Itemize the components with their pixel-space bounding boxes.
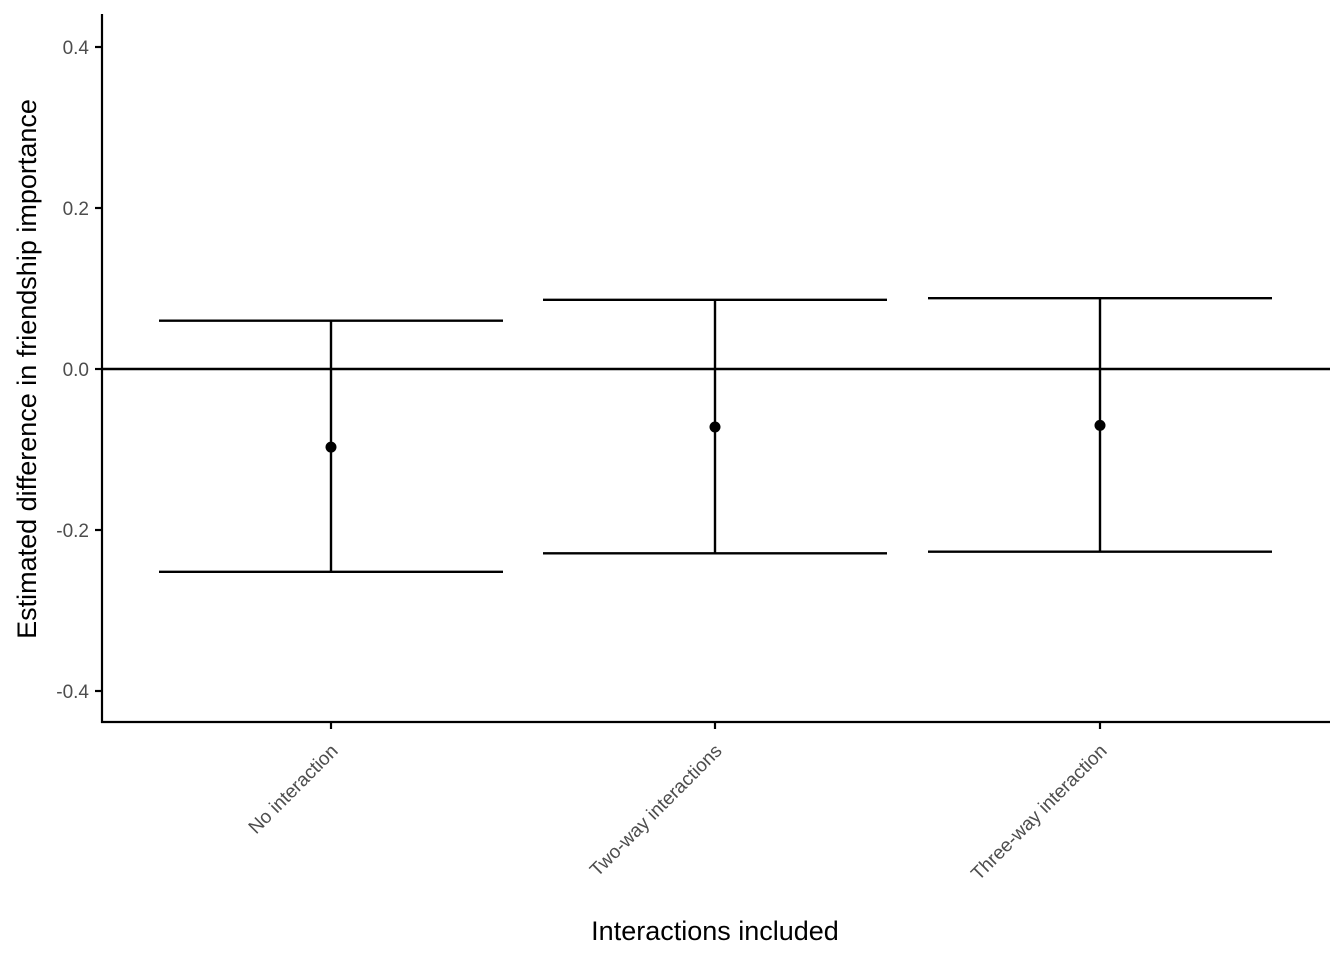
y-tick-label: 0.0 [63,360,89,381]
estimate-point [325,441,337,453]
axes-layer: -0.4 -0.2 0.0 0.2 0.4 No interaction Two-way i… [56,14,1330,885]
marks-layer [102,296,1330,574]
estimate-point [709,421,721,433]
x-axis-title: Interactions included [591,916,839,946]
x-tick-label: No interaction [245,741,343,839]
x-tick-label: Two-way interactions [586,741,726,881]
x-tick-label: Three-way interaction [967,741,1111,885]
y-tick-label: -0.2 [56,521,89,542]
y-tick-label: 0.4 [63,38,90,59]
y-axis-title: Estimated difference in friendship impor… [12,99,42,639]
estimate-point [1094,419,1106,431]
y-tick-label: -0.4 [56,682,89,703]
y-tick-label: 0.2 [63,199,89,220]
